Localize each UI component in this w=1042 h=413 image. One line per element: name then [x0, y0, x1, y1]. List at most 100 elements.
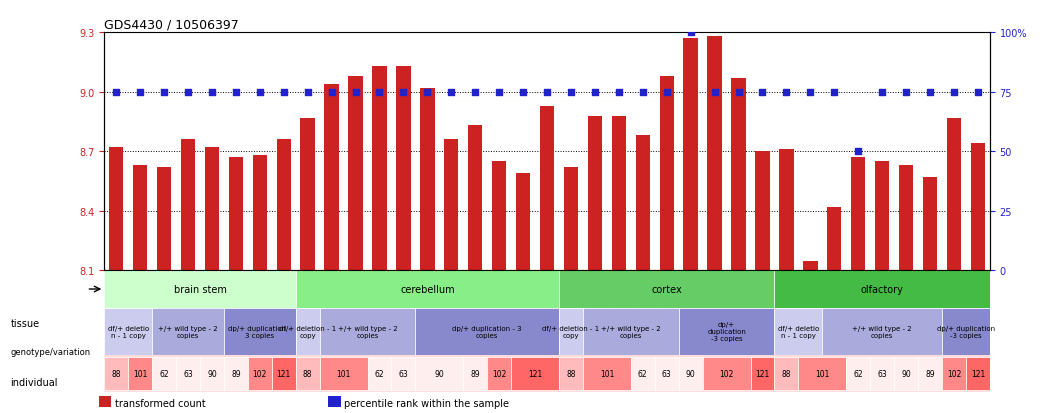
- Text: 90: 90: [207, 369, 217, 378]
- Point: [970, 89, 987, 96]
- Bar: [612, 116, 626, 271]
- Point: [850, 149, 867, 155]
- Text: 88: 88: [111, 369, 121, 378]
- Point: [467, 89, 483, 96]
- Text: 88: 88: [566, 369, 576, 378]
- Text: +/+ wild type - 2
copies: +/+ wild type - 2 copies: [601, 325, 661, 338]
- FancyBboxPatch shape: [296, 308, 320, 355]
- Bar: [564, 168, 578, 271]
- FancyBboxPatch shape: [200, 357, 224, 391]
- FancyBboxPatch shape: [559, 271, 774, 308]
- Point: [874, 89, 891, 96]
- Text: dp/+ duplication -
3 copies: dp/+ duplication - 3 copies: [228, 325, 291, 338]
- Bar: [228, 158, 243, 271]
- FancyBboxPatch shape: [296, 357, 320, 391]
- FancyBboxPatch shape: [416, 308, 559, 355]
- FancyBboxPatch shape: [248, 357, 272, 391]
- FancyBboxPatch shape: [654, 357, 678, 391]
- FancyBboxPatch shape: [392, 357, 416, 391]
- Text: individual: individual: [10, 377, 58, 387]
- Bar: [133, 166, 147, 271]
- Text: 88: 88: [782, 369, 791, 378]
- FancyBboxPatch shape: [368, 357, 392, 391]
- Text: 121: 121: [755, 369, 770, 378]
- Text: 89: 89: [925, 369, 935, 378]
- Bar: [348, 77, 363, 271]
- FancyBboxPatch shape: [559, 357, 582, 391]
- Text: transformed count: transformed count: [115, 398, 205, 408]
- Text: 62: 62: [638, 369, 648, 378]
- Point: [179, 89, 196, 96]
- FancyBboxPatch shape: [942, 308, 990, 355]
- Point: [347, 89, 364, 96]
- FancyBboxPatch shape: [320, 308, 416, 355]
- FancyBboxPatch shape: [464, 357, 488, 391]
- Text: 102: 102: [492, 369, 506, 378]
- Point: [635, 89, 651, 96]
- FancyBboxPatch shape: [224, 308, 296, 355]
- Point: [275, 89, 292, 96]
- Point: [706, 89, 723, 96]
- Point: [946, 89, 963, 96]
- FancyBboxPatch shape: [104, 357, 128, 391]
- Bar: [947, 118, 961, 271]
- Text: 101: 101: [337, 369, 351, 378]
- Text: 89: 89: [470, 369, 480, 378]
- Text: df/+ deletion - 1
copy: df/+ deletion - 1 copy: [543, 325, 599, 338]
- Text: dp/+ duplication - 3
copies: dp/+ duplication - 3 copies: [452, 325, 522, 338]
- Bar: [684, 39, 698, 271]
- Bar: [181, 140, 195, 271]
- FancyBboxPatch shape: [678, 357, 702, 391]
- Text: 101: 101: [133, 369, 147, 378]
- FancyBboxPatch shape: [104, 271, 296, 308]
- Text: cerebellum: cerebellum: [400, 284, 454, 294]
- Point: [419, 89, 436, 96]
- Bar: [516, 174, 530, 271]
- Bar: [827, 207, 842, 271]
- Point: [491, 89, 507, 96]
- FancyBboxPatch shape: [774, 357, 798, 391]
- Text: 63: 63: [877, 369, 887, 378]
- FancyBboxPatch shape: [152, 308, 224, 355]
- FancyBboxPatch shape: [128, 357, 152, 391]
- FancyBboxPatch shape: [416, 357, 464, 391]
- FancyBboxPatch shape: [582, 308, 678, 355]
- Point: [778, 89, 795, 96]
- Point: [131, 89, 148, 96]
- Point: [443, 89, 460, 96]
- Point: [395, 89, 412, 96]
- Bar: [899, 166, 913, 271]
- FancyBboxPatch shape: [918, 357, 942, 391]
- Text: 63: 63: [183, 369, 193, 378]
- FancyBboxPatch shape: [750, 357, 774, 391]
- Bar: [372, 67, 387, 271]
- Text: 63: 63: [398, 369, 408, 378]
- Text: +/+ wild type - 2
copies: +/+ wild type - 2 copies: [158, 325, 218, 338]
- Text: df/+ deletio
n - 1 copy: df/+ deletio n - 1 copy: [107, 325, 149, 338]
- Point: [802, 89, 819, 96]
- Bar: [444, 140, 458, 271]
- Text: 102: 102: [252, 369, 267, 378]
- Bar: [492, 162, 506, 271]
- FancyBboxPatch shape: [894, 357, 918, 391]
- FancyBboxPatch shape: [559, 308, 582, 355]
- Text: +/+ wild type - 2
copies: +/+ wild type - 2 copies: [852, 325, 912, 338]
- Point: [203, 89, 220, 96]
- Bar: [420, 88, 435, 271]
- Bar: [755, 152, 770, 271]
- Text: 121: 121: [971, 369, 985, 378]
- FancyBboxPatch shape: [678, 308, 774, 355]
- Bar: [252, 156, 267, 271]
- Bar: [971, 144, 985, 271]
- Point: [371, 89, 388, 96]
- Text: genotype/variation: genotype/variation: [10, 347, 91, 356]
- Bar: [540, 107, 554, 271]
- Bar: [731, 78, 746, 271]
- Bar: [204, 148, 219, 271]
- Text: dp/+ duplication
-3 copies: dp/+ duplication -3 copies: [937, 325, 995, 338]
- Bar: [708, 37, 722, 271]
- Text: 101: 101: [815, 369, 829, 378]
- Text: brain stem: brain stem: [174, 284, 226, 294]
- Point: [587, 89, 603, 96]
- FancyBboxPatch shape: [152, 357, 176, 391]
